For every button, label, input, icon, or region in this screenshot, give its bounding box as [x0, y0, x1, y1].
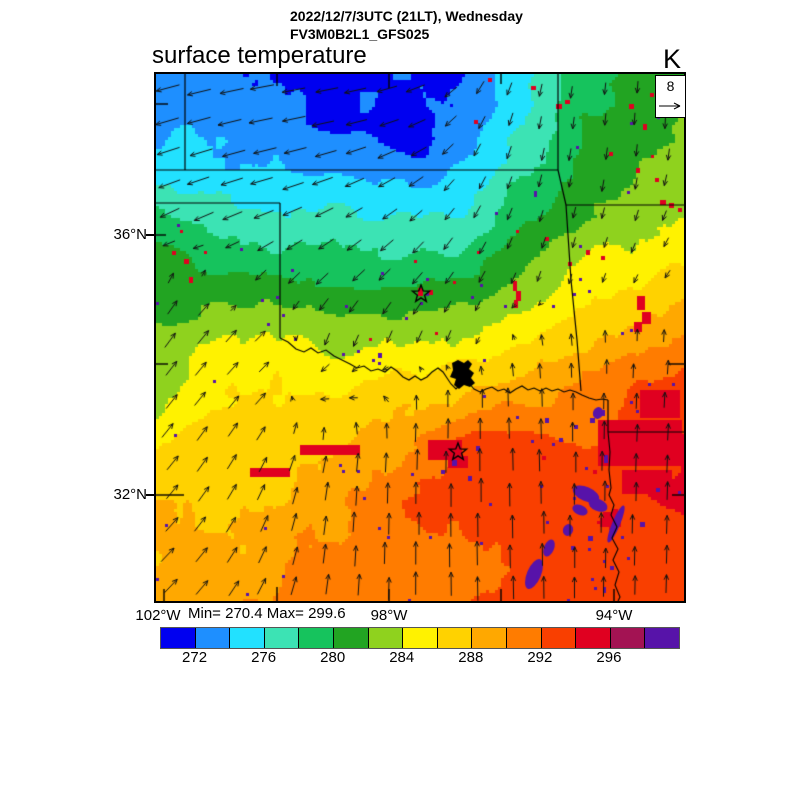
axis-tick-mark — [146, 494, 155, 496]
wind-reference-box: 8 — [655, 75, 686, 118]
colorbar-segment — [263, 628, 299, 648]
lon-label: 102°W — [135, 607, 181, 624]
colorbar-tick-label: 272 — [182, 649, 208, 666]
colorbar-segment — [402, 628, 437, 648]
axis-tick-mark — [146, 234, 155, 236]
colorbar-segment — [471, 628, 506, 648]
colorbar-segment — [367, 628, 403, 648]
colorbar-tick-label: 280 — [320, 649, 346, 666]
colorbar-segment — [161, 628, 195, 648]
colorbar-segment — [505, 628, 541, 648]
colorbar-segment — [298, 628, 333, 648]
colorbar-segment — [540, 628, 576, 648]
colorbar-tick-label: 288 — [458, 649, 484, 666]
colorbar-segment — [229, 628, 264, 648]
wind-reference-value: 8 — [666, 78, 675, 94]
lon-label: 94°W — [595, 607, 633, 624]
colorbar-segment — [609, 628, 645, 648]
colorbar-segment — [575, 628, 610, 648]
temperature-colorbar — [160, 627, 680, 649]
colorbar-tick-label: 276 — [251, 649, 277, 666]
wind-reference-arrow-icon — [659, 102, 681, 110]
colorbar-tick-label: 292 — [527, 649, 553, 666]
minmax-stats-label: Min= 270.4 Max= 299.6 — [188, 605, 346, 622]
map-frame — [154, 72, 686, 603]
variable-title: surface temperature — [152, 42, 367, 69]
plot-model-title: FV3M0B2L1_GFS025 — [290, 26, 430, 42]
units-label: K — [663, 44, 682, 74]
colorbar-tick-label: 284 — [389, 649, 415, 666]
temperature-map-canvas — [156, 74, 684, 601]
plot-datetime-title: 2022/12/7/3UTC (21LT), Wednesday — [290, 8, 523, 24]
colorbar-segment — [436, 628, 472, 648]
colorbar-segment — [332, 628, 368, 648]
lat-label: 32°N — [113, 486, 147, 503]
colorbar-tick-label: 296 — [596, 649, 622, 666]
colorbar-segment — [644, 628, 679, 648]
colorbar-segment — [194, 628, 230, 648]
lat-label: 36°N — [113, 226, 147, 243]
lon-label: 98°W — [370, 607, 408, 624]
